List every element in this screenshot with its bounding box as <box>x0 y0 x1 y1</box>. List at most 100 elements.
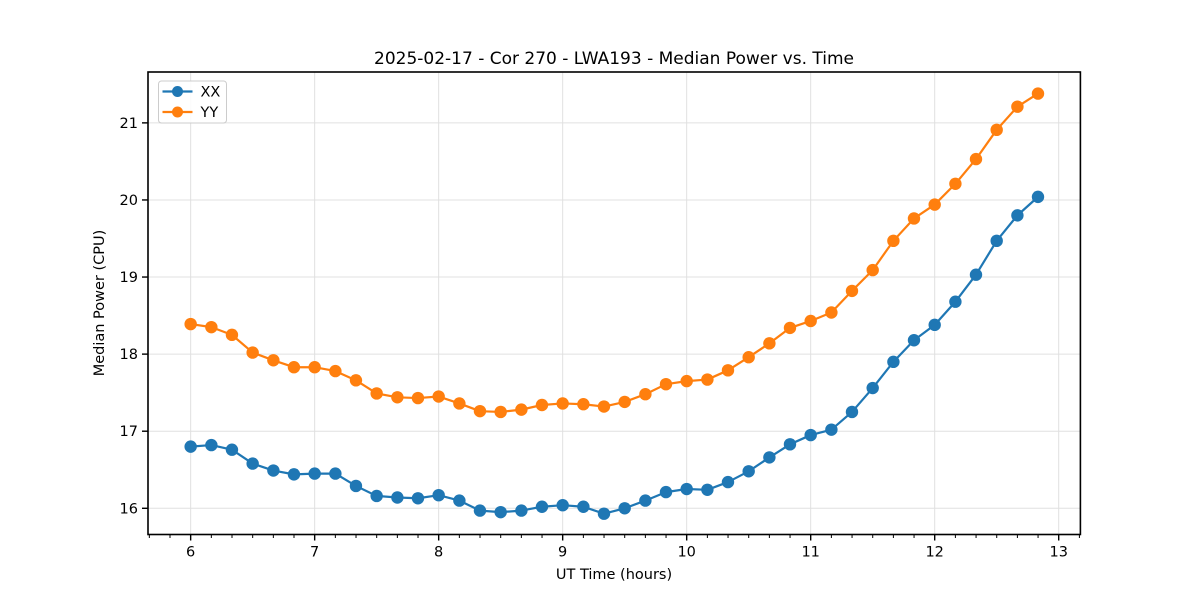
data-point-marker <box>349 374 363 387</box>
y-tick-label: 18 <box>120 347 138 363</box>
plot-area: 6 7 8 9 10 11 12 13 16 17 18 19 20 21 XX YY <box>120 71 1082 561</box>
legend-marker <box>172 106 183 118</box>
data-point-marker <box>845 284 859 298</box>
data-point-marker <box>349 479 363 493</box>
x-tick-label: 13 <box>1049 545 1067 561</box>
data-point-marker <box>370 489 383 503</box>
data-point-marker <box>825 306 838 319</box>
data-point-marker <box>907 212 921 225</box>
data-point-marker <box>990 234 1003 248</box>
data-point-marker <box>308 467 321 480</box>
data-point-marker <box>721 364 735 377</box>
data-point-marker <box>742 351 755 364</box>
data-point-marker <box>969 152 983 166</box>
y-tick-label: 19 <box>120 270 138 286</box>
tick-labels: 6 7 8 9 10 11 12 13 16 17 18 19 20 21 <box>120 116 1068 561</box>
data-point-marker <box>618 395 631 409</box>
data-point-marker <box>990 123 1003 137</box>
data-point-marker <box>701 483 714 496</box>
data-point-marker <box>308 361 321 374</box>
data-point-marker <box>597 400 611 413</box>
data-point-marker <box>783 321 797 335</box>
data-point-marker <box>639 494 652 507</box>
data-point-marker <box>597 507 611 520</box>
x-tick-label: 8 <box>434 545 443 561</box>
data-point-marker <box>887 234 900 248</box>
data-point-marker <box>515 504 528 517</box>
data-point-marker <box>515 403 528 416</box>
data-point-marker <box>680 482 693 496</box>
chart-title: 2025-02-17 - Cor 270 - LWA193 - Median P… <box>374 49 854 69</box>
x-tick-label: 9 <box>558 545 567 561</box>
data-point-marker <box>494 405 507 419</box>
data-point-marker <box>763 451 776 464</box>
y-tick-label: 20 <box>120 193 138 209</box>
x-axis-label: UT Time (hours) <box>556 567 672 583</box>
data-point-marker <box>391 391 404 404</box>
y-tick-label: 21 <box>120 116 138 132</box>
data-point-marker <box>535 398 549 412</box>
data-point-marker <box>556 499 569 512</box>
data-point-marker <box>804 428 817 442</box>
data-point-marker <box>618 502 631 515</box>
data-point-marker <box>535 500 549 513</box>
data-point-marker <box>577 500 590 513</box>
x-tick-label: 12 <box>925 545 943 561</box>
legend: XX YY <box>158 80 227 124</box>
data-point-marker <box>184 317 197 331</box>
data-point-marker <box>949 295 962 308</box>
data-point-marker <box>659 485 673 499</box>
data-point-marker <box>391 491 404 504</box>
data-point-marker <box>453 397 466 410</box>
data-point-marker <box>411 492 425 505</box>
data-point-marker <box>184 440 197 453</box>
data-point-marker <box>701 373 714 386</box>
axes-spines <box>147 71 1082 536</box>
data-point-marker <box>205 320 218 334</box>
data-point-marker <box>825 423 838 436</box>
data-point-marker <box>329 364 342 378</box>
data-point-marker <box>845 405 859 419</box>
y-axis-label: Median Power (CPU) <box>92 230 108 377</box>
data-point-marker <box>783 438 797 451</box>
tick-marks <box>142 122 1080 541</box>
data-point-marker <box>473 404 487 418</box>
data-point-marker <box>473 504 487 517</box>
data-point-marker <box>432 488 445 502</box>
data-point-marker <box>928 198 941 211</box>
data-point-marker <box>225 443 239 456</box>
data-point-marker <box>267 354 280 367</box>
data-point-marker <box>556 397 569 410</box>
data-point-marker <box>680 374 693 388</box>
legend-label: XX <box>201 85 221 101</box>
data-point-marker <box>1031 87 1045 100</box>
data-point-marker <box>287 361 301 374</box>
legend-marker <box>172 86 183 97</box>
data-point-marker <box>246 457 259 470</box>
data-point-marker <box>907 334 921 347</box>
data-point-marker <box>1011 209 1024 222</box>
data-point-marker <box>928 318 941 332</box>
x-tick-label: 7 <box>310 545 319 561</box>
y-tick-label: 17 <box>120 424 138 440</box>
data-point-marker <box>205 438 218 452</box>
data-point-marker <box>411 391 425 405</box>
data-point-marker <box>639 388 652 401</box>
gridlines <box>148 72 1081 535</box>
data-point-marker <box>577 398 590 411</box>
x-tick-label: 11 <box>801 545 819 561</box>
data-point-marker <box>432 390 445 403</box>
data-point-marker <box>804 314 817 328</box>
x-tick-label: 6 <box>186 545 195 561</box>
data-point-marker <box>1031 190 1045 204</box>
legend-label: YY <box>200 105 219 121</box>
series-yy <box>184 87 1045 419</box>
legend-entry-yy: YY <box>162 105 219 121</box>
x-tick-label: 10 <box>677 545 695 561</box>
data-point-marker <box>453 494 466 507</box>
data-point-marker <box>329 467 342 480</box>
plot-background <box>148 72 1081 535</box>
data-point-marker <box>763 337 776 350</box>
